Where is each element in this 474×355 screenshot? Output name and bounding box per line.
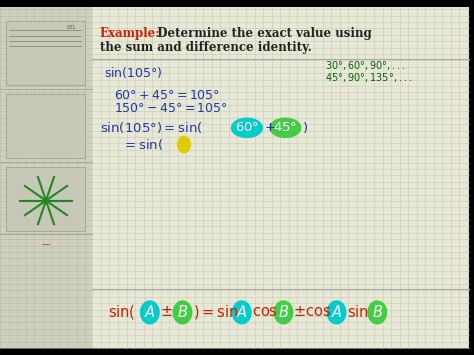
Text: $\cos$: $\cos$ xyxy=(252,305,278,320)
Text: $\pm\cos$: $\pm\cos$ xyxy=(293,305,332,320)
Ellipse shape xyxy=(173,300,192,324)
Ellipse shape xyxy=(273,300,293,324)
Text: $+$: $+$ xyxy=(264,121,276,134)
Text: Determine the exact value using: Determine the exact value using xyxy=(149,27,372,40)
Text: $A$: $A$ xyxy=(331,304,342,321)
Text: $= \sin($: $= \sin($ xyxy=(122,137,164,152)
Text: $60°$: $60°$ xyxy=(235,121,259,134)
Ellipse shape xyxy=(177,136,191,153)
Text: $B$: $B$ xyxy=(278,304,289,321)
Text: $30°,60°,90°,...$: $30°,60°,90°,...$ xyxy=(325,59,406,72)
Ellipse shape xyxy=(269,118,301,138)
Text: Example:: Example: xyxy=(100,27,160,40)
Text: $45°,90°,135°,...$: $45°,90°,135°,...$ xyxy=(325,71,412,84)
Text: $\sin$: $\sin$ xyxy=(347,304,369,321)
Text: $150°-45° = 105°$: $150°-45° = 105°$ xyxy=(114,103,228,115)
Ellipse shape xyxy=(367,300,387,324)
Ellipse shape xyxy=(231,118,263,138)
Text: $B$: $B$ xyxy=(177,304,188,321)
FancyBboxPatch shape xyxy=(6,21,85,85)
Text: $B$: $B$ xyxy=(372,304,383,321)
Ellipse shape xyxy=(232,300,252,324)
Ellipse shape xyxy=(140,300,160,324)
Text: $\pm$: $\pm$ xyxy=(160,305,173,320)
FancyBboxPatch shape xyxy=(0,7,92,348)
Text: $60°+45° = 105°$: $60°+45° = 105°$ xyxy=(114,89,220,102)
Text: 001: 001 xyxy=(66,25,76,30)
Text: $)$: $)$ xyxy=(302,120,308,135)
Text: the sum and difference identity.: the sum and difference identity. xyxy=(100,42,311,54)
FancyBboxPatch shape xyxy=(6,167,85,231)
Text: $\sin(105°)$: $\sin(105°)$ xyxy=(104,65,163,80)
FancyBboxPatch shape xyxy=(92,7,469,348)
Text: —: — xyxy=(42,240,50,250)
Text: $\sin($: $\sin($ xyxy=(108,304,136,321)
Text: $) = \sin$: $) = \sin$ xyxy=(193,304,238,321)
Text: $A$: $A$ xyxy=(144,304,155,321)
FancyBboxPatch shape xyxy=(6,94,85,158)
Ellipse shape xyxy=(327,300,346,324)
Text: $45°$: $45°$ xyxy=(273,121,298,134)
Text: $\sin(105°) = \sin($: $\sin(105°) = \sin($ xyxy=(100,120,202,135)
Text: $A$: $A$ xyxy=(236,304,247,321)
